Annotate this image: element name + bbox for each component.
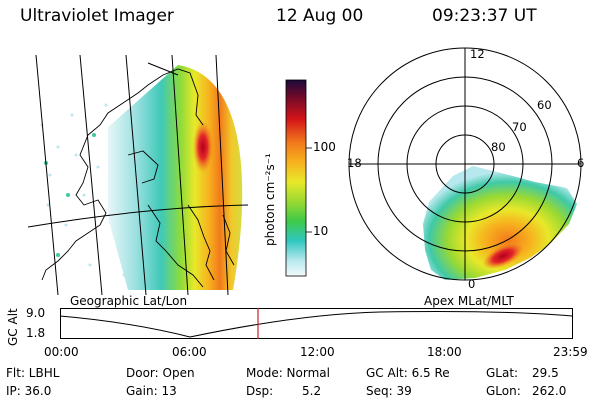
polar-aurora-wedge bbox=[423, 166, 577, 280]
geographic-map-image bbox=[27, 54, 249, 296]
xtick-2359: 23:59 bbox=[553, 345, 588, 359]
colorbar-tick-100: 100 bbox=[313, 140, 336, 154]
colorbar bbox=[285, 79, 312, 277]
status-mode: Mode: Normal bbox=[246, 366, 330, 380]
xtick-0000: 00:00 bbox=[44, 345, 79, 359]
status-seq: Seq: 39 bbox=[366, 384, 412, 398]
status-ip: IP: 36.0 bbox=[6, 384, 52, 398]
mlt-label-12: 12 bbox=[470, 47, 485, 61]
lat-label-80: 80 bbox=[491, 140, 506, 154]
altitude-curve bbox=[59, 311, 573, 338]
instrument-title: Ultraviolet Imager bbox=[20, 6, 174, 26]
lat-label-70: 70 bbox=[512, 120, 527, 134]
time-label: 09:23:37 UT bbox=[432, 6, 537, 26]
status-gain: Gain: 13 bbox=[126, 384, 177, 398]
status-glat-value: 29.5 bbox=[532, 366, 559, 380]
date-label: 12 Aug 00 bbox=[276, 6, 364, 26]
coastlines bbox=[41, 68, 235, 288]
status-glat-label: GLat: bbox=[486, 366, 519, 380]
colorbar-unit-label: photon cm⁻²s⁻¹ bbox=[263, 153, 277, 246]
caption-apex: Apex MLat/MLT bbox=[424, 294, 514, 308]
status-dsp-value: 5.2 bbox=[302, 384, 322, 398]
mlt-label-18: 18 bbox=[347, 156, 362, 170]
xtick-1200: 12:00 bbox=[300, 345, 335, 359]
colorbar-tick-10: 10 bbox=[313, 224, 329, 238]
status-glon-value: 262.0 bbox=[532, 384, 567, 398]
mlt-label-6: 6 bbox=[577, 156, 585, 170]
status-gc-alt: GC Alt: 6.5 Re bbox=[366, 366, 450, 380]
altitude-ytick-9: 9.0 bbox=[26, 306, 46, 320]
altitude-ylabel: GC Alt bbox=[6, 308, 20, 346]
aurora-hotspot bbox=[193, 121, 213, 173]
status-glon-label: GLon: bbox=[486, 384, 521, 398]
polar-aurora-hotspot bbox=[482, 243, 524, 269]
status-dsp-label: Dsp: bbox=[246, 384, 274, 398]
lat-label-60: 60 bbox=[537, 98, 552, 112]
altitude-panel bbox=[59, 308, 573, 339]
altitude-ytick-1.8: 1.8 bbox=[26, 326, 46, 340]
caption-geographic: Geographic Lat/Lon bbox=[70, 294, 188, 308]
polar-plot bbox=[348, 47, 582, 281]
xtick-0600: 06:00 bbox=[172, 345, 207, 359]
status-door: Door: Open bbox=[126, 366, 195, 380]
xtick-1800: 18:00 bbox=[427, 345, 462, 359]
status-flt: Flt: LBHL bbox=[6, 366, 60, 380]
lat-lon-grid bbox=[27, 54, 249, 296]
mlt-label-0: 0 bbox=[468, 277, 476, 291]
